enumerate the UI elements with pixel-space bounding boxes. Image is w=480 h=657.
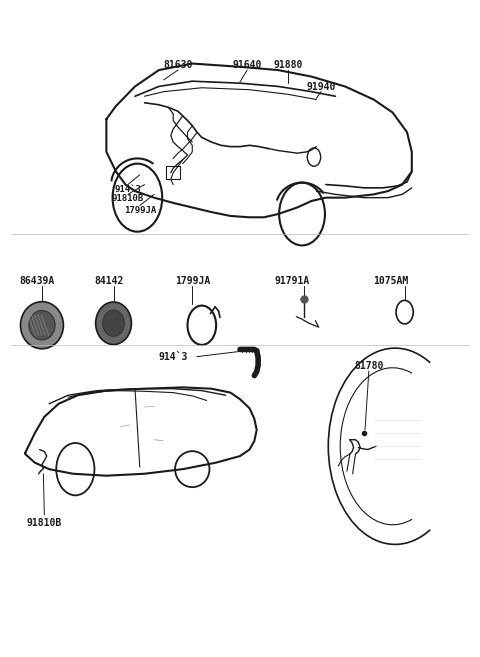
- Text: 1075AM: 1075AM: [372, 276, 408, 286]
- Text: 91810B: 91810B: [112, 194, 144, 204]
- Text: 1799JA: 1799JA: [124, 206, 156, 214]
- Text: 91640: 91640: [232, 60, 262, 70]
- Text: 91880: 91880: [273, 60, 302, 70]
- Ellipse shape: [29, 311, 55, 340]
- Text: 81780: 81780: [354, 361, 384, 371]
- Text: 914`3: 914`3: [114, 185, 141, 194]
- Ellipse shape: [103, 310, 124, 336]
- Text: 84142: 84142: [94, 276, 123, 286]
- Text: 914`3: 914`3: [158, 351, 188, 361]
- Ellipse shape: [21, 302, 63, 349]
- Text: 91810B: 91810B: [27, 518, 62, 528]
- Text: 81630: 81630: [163, 60, 192, 70]
- Text: 1799JA: 1799JA: [175, 276, 210, 286]
- Text: 91940: 91940: [306, 81, 336, 92]
- Ellipse shape: [96, 302, 132, 344]
- Text: 91791A: 91791A: [275, 276, 310, 286]
- Text: 86439A: 86439A: [20, 276, 55, 286]
